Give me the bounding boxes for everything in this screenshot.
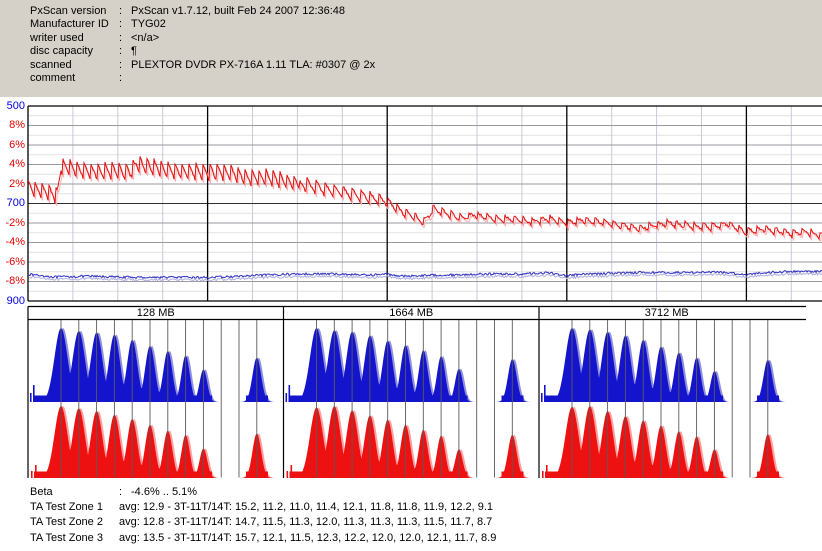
zone-label: 1664 MB bbox=[389, 307, 434, 319]
result-value: avg: 13.5 - 3T-11T/14T: 15.7, 12.1, 11.5… bbox=[119, 531, 497, 544]
zone-label: 128 MB bbox=[136, 307, 175, 319]
info-separator: : bbox=[119, 5, 123, 17]
results-panel: Beta: -4.6% .. 5.1% TA Test Zone 1 avg: 12.… bbox=[0, 485, 822, 546]
result-row: Beta: -4.6% .. 5.1% bbox=[0, 485, 822, 500]
zone-strip bbox=[27, 305, 806, 478]
info-row: writer used: <n/a> bbox=[0, 32, 822, 45]
y-axis-tick: -4% bbox=[5, 236, 25, 248]
histogram-gridlines bbox=[60, 320, 258, 478]
beta-trace bbox=[28, 156, 822, 241]
result-label: TA Test Zone 1 bbox=[30, 501, 103, 514]
info-label: PxScan version bbox=[30, 5, 107, 17]
info-row: comment: bbox=[0, 72, 822, 85]
info-separator: : bbox=[119, 31, 123, 44]
result-value: -4.6% .. 5.1% bbox=[131, 486, 198, 498]
result-value: avg: 12.9 - 3T-11T/14T: 15.2, 11.2, 11.0… bbox=[119, 501, 494, 514]
beta-trace-shadow bbox=[29, 158, 822, 244]
info-label: comment bbox=[30, 72, 76, 85]
result-row: TA Test Zone 1 avg: 12.9 - 3T-11T/14T: 15… bbox=[0, 500, 822, 515]
ta-histogram-section bbox=[541, 320, 789, 478]
info-row: Manufacturer ID: TYG02 bbox=[0, 18, 822, 31]
result-row: TA Test Zone 3 avg: 13.5 - 3T-11T/14T: 15… bbox=[0, 531, 822, 546]
ta-histogram-section bbox=[30, 320, 278, 478]
result-separator: : bbox=[119, 486, 123, 498]
scan-traces bbox=[28, 156, 822, 282]
info-row: PxScan version: PxScan v1.7.12, built Feb… bbox=[0, 5, 822, 18]
info-value: PxScan v1.7.12, built Feb 24 2007 12:36:… bbox=[131, 5, 346, 17]
y-axis-tick: 6% bbox=[9, 138, 25, 151]
result-label: Beta bbox=[30, 486, 53, 498]
info-value: ¶ bbox=[131, 45, 137, 58]
info-separator: : bbox=[119, 72, 123, 85]
y-axis-tick: -6% bbox=[5, 255, 25, 268]
info-label: disc capacity bbox=[30, 45, 93, 58]
scan-info-panel: PxScan version: PxScan v1.7.12, built Feb… bbox=[0, 0, 822, 97]
histogram-gridlines bbox=[316, 320, 513, 478]
ta-histograms bbox=[30, 320, 789, 478]
info-row: disc capacity: ¶ bbox=[0, 45, 822, 58]
info-label: Manufacturer ID bbox=[30, 18, 109, 31]
info-separator: : bbox=[119, 18, 123, 31]
asymmetry-trace bbox=[28, 269, 822, 280]
info-value: TYG02 bbox=[131, 18, 166, 31]
y-axis-tick: 8% bbox=[9, 119, 25, 131]
result-row: TA Test Zone 2 avg: 12.8 - 3T-11T/14T: 14… bbox=[0, 515, 822, 530]
y-axis-tick: 700 bbox=[6, 197, 25, 209]
info-value: <n/a> bbox=[131, 31, 160, 44]
y-axis-tick: -2% bbox=[5, 216, 25, 229]
asymmetry-trace-shadow bbox=[29, 272, 822, 282]
info-label: writer used bbox=[30, 31, 84, 44]
ta-histogram-section bbox=[285, 320, 534, 478]
info-separator: : bbox=[119, 45, 123, 58]
result-value: avg: 12.8 - 3T-11T/14T: 14.7, 11.5, 11.3… bbox=[119, 516, 493, 529]
zone-label: 3712 MB bbox=[644, 307, 689, 319]
result-label: TA Test Zone 3 bbox=[30, 531, 103, 544]
y-axis-tick: -8% bbox=[5, 275, 25, 287]
result-label: TA Test Zone 2 bbox=[30, 516, 103, 529]
info-row: scanned: PLEXTOR DVDR PX-716A 1.11 TLA: #… bbox=[0, 59, 822, 72]
histogram-gridlines bbox=[571, 320, 769, 478]
info-label: scanned bbox=[30, 58, 72, 71]
y-axis-tick: 500 bbox=[6, 99, 25, 112]
y-axis-tick: 900 bbox=[6, 294, 25, 307]
y-axis-tick: 2% bbox=[9, 177, 25, 190]
info-value: PLEXTOR DVDR PX-716A 1.11 TLA: #0307 @ 2… bbox=[131, 58, 376, 71]
info-separator: : bbox=[119, 58, 123, 71]
y-axis-tick: 4% bbox=[9, 158, 25, 170]
